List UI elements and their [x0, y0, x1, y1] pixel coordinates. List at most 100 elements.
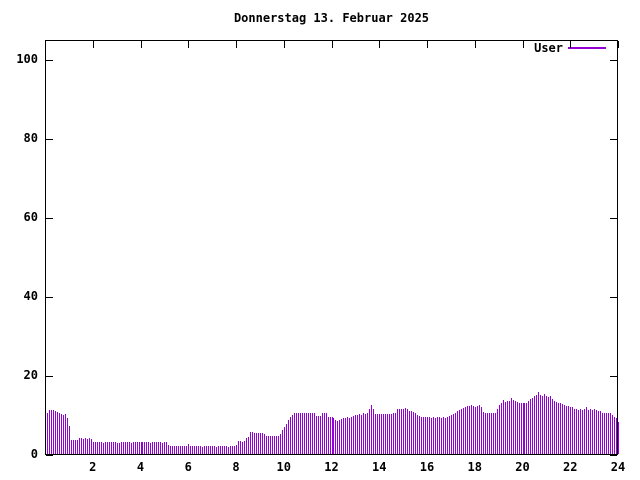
bar — [550, 395, 551, 454]
bar — [600, 411, 601, 454]
y-tick-mark — [610, 139, 617, 140]
bar — [359, 413, 360, 454]
bar — [467, 405, 468, 454]
bar — [493, 412, 494, 454]
bar — [339, 420, 340, 454]
bar — [548, 397, 549, 454]
bar — [234, 445, 235, 454]
y-tick-mark — [46, 60, 53, 61]
x-tick-mark — [284, 41, 285, 48]
y-axis-tick-label: 100 — [16, 51, 38, 66]
x-tick-mark — [236, 41, 237, 48]
bar — [246, 438, 247, 454]
bar — [590, 409, 591, 454]
bar — [385, 414, 386, 454]
y-tick-mark — [610, 455, 617, 456]
bar — [383, 413, 384, 454]
bar — [208, 445, 209, 454]
bar — [322, 412, 323, 454]
bar — [47, 412, 48, 454]
bar — [316, 415, 317, 454]
bar — [405, 408, 406, 454]
bar — [345, 417, 346, 454]
bar — [391, 413, 392, 454]
bar — [612, 415, 613, 454]
y-tick-mark — [610, 297, 617, 298]
bar — [397, 409, 398, 454]
bar — [278, 435, 279, 454]
bar — [51, 410, 52, 454]
bar — [431, 417, 432, 454]
bar — [437, 417, 438, 454]
bar — [141, 442, 142, 454]
bar — [395, 412, 396, 454]
bar — [107, 442, 108, 454]
bar — [123, 442, 124, 454]
bar — [463, 408, 464, 454]
bar — [117, 442, 118, 454]
bar — [258, 433, 259, 454]
x-axis-tick-label: 24 — [610, 460, 626, 474]
bar — [254, 432, 255, 454]
bar — [288, 420, 289, 454]
bar — [461, 408, 462, 454]
bar — [457, 410, 458, 454]
bar — [523, 403, 524, 454]
bar — [526, 402, 527, 454]
y-axis-tick-label: 20 — [23, 367, 38, 382]
bar — [188, 443, 189, 454]
bar — [212, 446, 213, 454]
bar — [558, 402, 559, 454]
bar — [308, 412, 309, 454]
bar — [429, 417, 430, 454]
bar — [479, 404, 480, 454]
bar — [146, 442, 147, 454]
bar — [475, 406, 476, 454]
bar — [250, 432, 251, 454]
bar — [272, 435, 273, 454]
bar — [421, 416, 422, 454]
bar — [192, 446, 193, 454]
bar — [178, 446, 179, 454]
bar — [381, 414, 382, 454]
bar — [144, 441, 145, 454]
bar — [584, 408, 585, 454]
bar — [125, 441, 126, 454]
bar — [592, 409, 593, 454]
bar — [469, 406, 470, 454]
bar — [89, 438, 90, 454]
bar — [133, 442, 134, 454]
bar — [152, 442, 153, 454]
bar — [306, 412, 307, 454]
bar — [387, 413, 388, 454]
bar — [49, 410, 50, 454]
bar — [326, 413, 327, 454]
bar — [73, 440, 74, 454]
bar — [69, 425, 70, 454]
bar — [91, 439, 92, 454]
bar — [274, 436, 275, 454]
bar — [218, 446, 219, 454]
bar — [473, 405, 474, 454]
bar — [562, 404, 563, 454]
bar — [538, 392, 539, 454]
bar — [542, 395, 543, 454]
bar — [238, 441, 239, 454]
bar — [341, 419, 342, 454]
bar — [190, 446, 191, 454]
bar — [131, 442, 132, 454]
bar — [578, 409, 579, 454]
bar — [560, 403, 561, 454]
bar — [105, 442, 106, 454]
bar — [501, 402, 502, 454]
bar — [286, 424, 287, 454]
bar — [536, 394, 537, 454]
bar — [224, 446, 225, 454]
legend-line-sample — [568, 47, 606, 49]
bar — [419, 416, 420, 454]
bar — [113, 442, 114, 454]
bar — [568, 406, 569, 454]
bar — [310, 412, 311, 454]
x-axis-tick-label: 2 — [89, 460, 97, 474]
bar — [210, 446, 211, 454]
